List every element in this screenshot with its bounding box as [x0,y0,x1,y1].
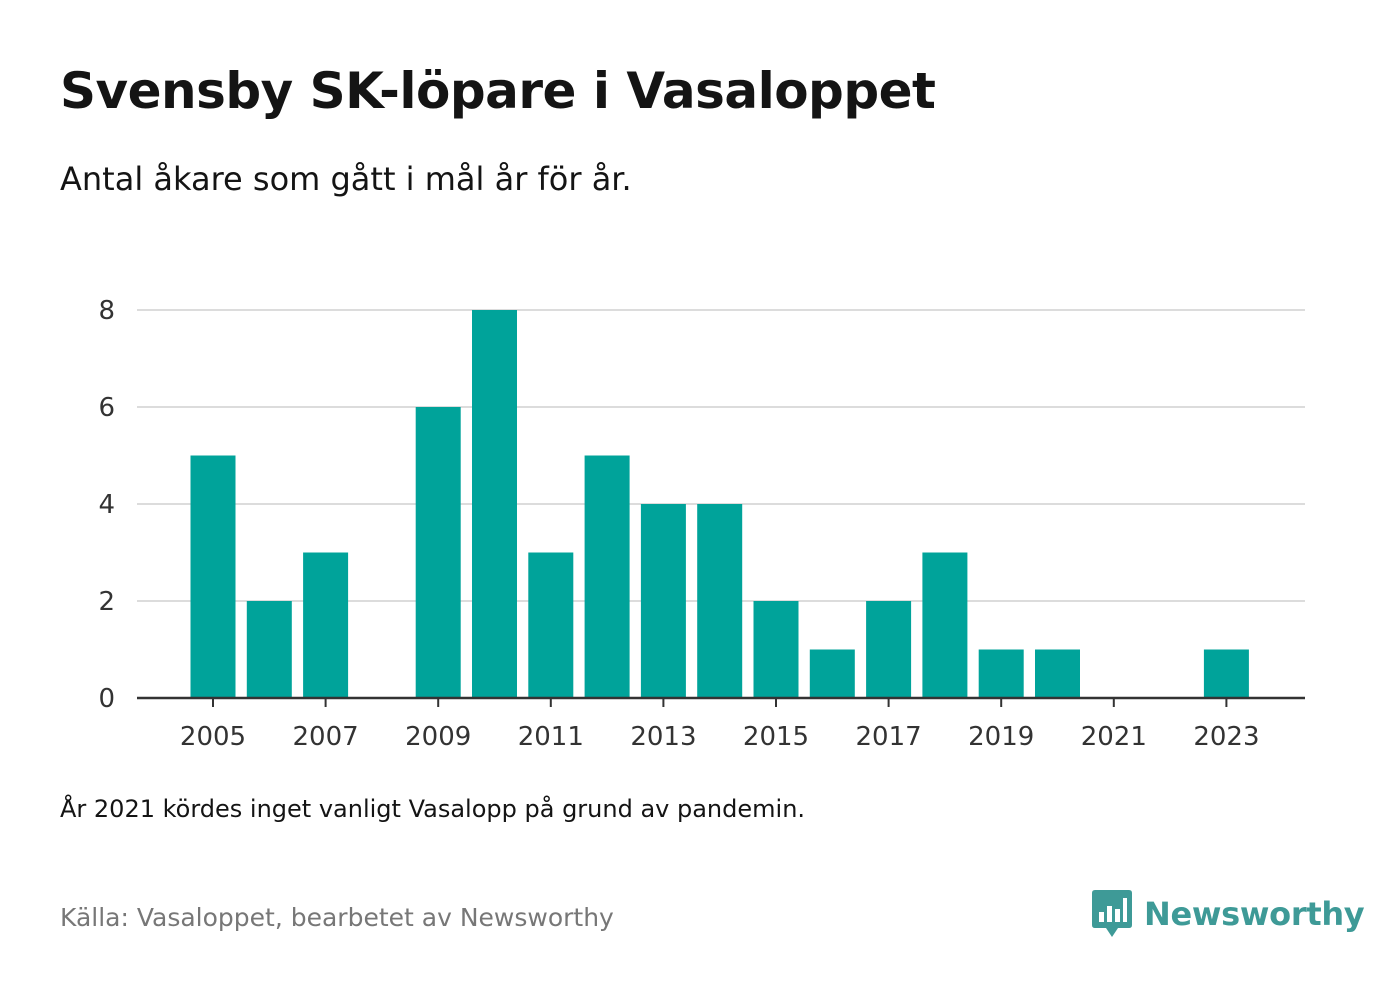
bar-2005 [190,455,236,698]
newsworthy-logo: Newsworthy [1092,890,1365,938]
x-tick-label: 2023 [1193,722,1259,752]
bar-2013 [640,504,686,698]
x-tick-label: 2005 [180,722,246,752]
bar-2009 [415,407,461,698]
newsworthy-chart-bubble-icon [1092,890,1132,937]
bar-2017 [866,601,912,698]
chart-note: År 2021 kördes inget vanligt Vasalopp på… [60,795,806,823]
bar-2019 [978,649,1024,698]
chart-subtitle: Antal åkare som gått i mål år för år. [60,160,632,198]
source-credit: Källa: Vasaloppet, bearbetet av Newswort… [60,903,614,932]
bar-2023 [1203,649,1249,698]
y-tick-label: 0 [98,684,115,714]
y-tick-label: 8 [98,296,115,326]
x-tick-label: 2021 [1081,722,1147,752]
x-tick-label: 2009 [405,722,471,752]
bar-2006 [246,601,292,698]
axes: 0 2 4 6 8 2005 2007 2009 2011 2013 2015 2017 2019 202… [98,296,1305,752]
bar-2011 [528,552,574,698]
x-tick-label: 2015 [743,722,809,752]
bar-2007 [303,552,349,698]
bar-2020 [1035,649,1080,698]
bar-2015 [753,601,799,698]
bar-2010 [472,310,517,698]
bar-2016 [809,649,855,698]
x-tick-label: 2007 [293,722,359,752]
x-tick-label: 2011 [518,722,584,752]
brand-name: Newsworthy [1144,895,1365,933]
y-tick-label: 2 [98,587,115,617]
y-tick-label: 6 [98,393,115,423]
bars [190,310,1249,698]
x-tick-label: 2013 [630,722,696,752]
bar-2014 [697,504,743,698]
x-tick-label: 2019 [968,722,1034,752]
bar-2012 [584,455,630,698]
chart-title: Svensby SK-löpare i Vasaloppet [60,62,936,120]
bar-chart: 0 2 4 6 8 2005 2007 2009 2011 2013 2015 2017 2019 202… [98,296,1305,752]
bar-2018 [922,552,968,698]
y-tick-label: 4 [98,490,115,520]
x-tick-label: 2017 [856,722,922,752]
